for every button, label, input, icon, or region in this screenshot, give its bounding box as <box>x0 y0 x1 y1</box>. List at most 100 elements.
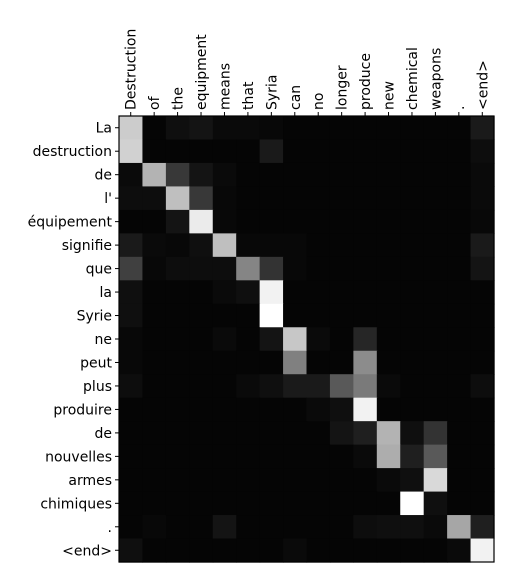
heatmap-cell-r5-c3 <box>189 233 214 258</box>
heatmap-cell-r3-c5 <box>236 186 261 211</box>
heatmap-cell-r16-c0 <box>119 491 144 516</box>
heatmap-cell-r11-c13 <box>423 374 448 399</box>
heatmap-cell-r5-c5 <box>236 233 261 258</box>
heatmap-cell-r3-c10 <box>353 186 378 211</box>
heatmap-cell-r7-c5 <box>236 280 261 305</box>
heatmap-cell-r2-c12 <box>400 162 425 188</box>
heatmap-cell-r17-c2 <box>165 515 190 540</box>
heatmap-cell-r6-c3 <box>189 256 214 281</box>
heatmap-cell-r1-c5 <box>236 139 261 164</box>
heatmap-cell-r6-c12 <box>400 256 425 281</box>
heatmap-cell-r13-c6 <box>259 421 284 446</box>
heatmap-cell-r4-c1 <box>142 209 167 234</box>
heatmap-cell-r4-c12 <box>400 209 425 234</box>
heatmap-cell-r3-c7 <box>283 186 308 211</box>
heatmap-cell-r2-c11 <box>376 162 401 188</box>
heatmap-cell-r18-c8 <box>306 538 331 563</box>
heatmap-cell-r3-c3 <box>189 186 214 211</box>
heatmap-cell-r13-c11 <box>376 421 401 446</box>
heatmap-cell-r8-c0 <box>119 303 144 328</box>
heatmap-cell-r12-c1 <box>142 397 167 422</box>
y-tick-label-équipement: équipement <box>28 215 113 231</box>
heatmap-cell-r15-c6 <box>259 468 284 493</box>
y-tick-label-armes: armes <box>68 473 112 489</box>
heatmap-cell-r5-c9 <box>329 233 354 258</box>
heatmap-cell-r1-c8 <box>306 139 331 164</box>
heatmap-cell-r2-c14 <box>447 162 472 188</box>
heatmap-cell-r18-c6 <box>259 538 284 563</box>
heatmap-cell-r6-c6 <box>259 256 284 281</box>
heatmap-cell-r13-c12 <box>400 421 425 446</box>
heatmap-cell-r7-c9 <box>329 280 354 305</box>
heatmap-cell-r18-c9 <box>329 538 354 563</box>
y-tick-label-ne: ne <box>95 332 113 348</box>
heatmap-cell-r8-c4 <box>212 303 237 328</box>
heatmap-cell-r0-c3 <box>189 116 214 141</box>
heatmap-cell-r4-c8 <box>306 209 331 234</box>
heatmap-cell-r2-c10 <box>353 162 378 188</box>
heatmap-cell-r6-c14 <box>447 256 472 281</box>
heatmap-cell-r3-c15 <box>470 186 495 211</box>
heatmap-cell-r7-c0 <box>119 280 144 305</box>
heatmap-cell-r0-c14 <box>447 116 472 141</box>
heatmap-cell-r15-c8 <box>306 468 331 493</box>
x-tick-label-that: that <box>241 81 257 110</box>
heatmap-cell-r13-c8 <box>306 421 331 446</box>
heatmap-cell-r11-c3 <box>189 374 214 399</box>
heatmap-cell-r18-c5 <box>236 538 261 563</box>
heatmap-cell-r2-c15 <box>470 162 495 188</box>
heatmap-cell-r18-c14 <box>447 538 472 563</box>
heatmap-cell-r14-c8 <box>306 444 331 469</box>
heatmap-cell-r7-c11 <box>376 280 401 305</box>
heatmap-cell-r10-c2 <box>165 350 190 375</box>
heatmap-cell-r17-c10 <box>353 515 378 540</box>
heatmap-cell-r14-c3 <box>189 444 214 469</box>
heatmap-cell-r5-c0 <box>119 233 144 258</box>
heatmap-cell-r0-c8 <box>306 116 331 141</box>
heatmap-cell-r8-c3 <box>189 303 214 328</box>
heatmap-cell-r10-c11 <box>376 350 401 375</box>
heatmap-cell-r16-c3 <box>189 491 214 516</box>
y-tick-label-la: la <box>100 285 112 301</box>
heatmap-cell-r16-c4 <box>212 491 237 516</box>
heatmap-cell-r10-c15 <box>470 350 495 375</box>
heatmap-cell-r4-c14 <box>447 209 472 234</box>
heatmap-cell-r5-c11 <box>376 233 401 258</box>
heatmap-cell-r7-c6 <box>259 280 284 305</box>
heatmap-cell-r18-c7 <box>283 538 308 563</box>
heatmap-cell-r10-c1 <box>142 350 167 375</box>
heatmap-cell-r1-c11 <box>376 139 401 164</box>
heatmap-cell-r5-c1 <box>142 233 167 258</box>
heatmap-cell-r6-c8 <box>306 256 331 281</box>
heatmap-cell-r16-c14 <box>447 491 472 516</box>
heatmap-cell-r11-c7 <box>283 374 308 399</box>
heatmap-cell-r12-c4 <box>212 397 237 422</box>
heatmap-cell-r6-c1 <box>142 256 167 281</box>
heatmap-cell-r14-c0 <box>119 444 144 469</box>
heatmap-cell-r14-c15 <box>470 444 495 469</box>
heatmap-cell-r7-c4 <box>212 280 237 305</box>
heatmap-cell-r6-c2 <box>165 256 190 281</box>
heatmap-cell-r4-c3 <box>189 209 214 234</box>
y-tick-label-syrie: Syrie <box>77 309 112 325</box>
heatmap-cell-r0-c7 <box>283 116 308 141</box>
heatmap-cell-r0-c15 <box>470 116 495 141</box>
heatmap-cell-r2-c9 <box>329 162 354 188</box>
heatmap-cell-r14-c10 <box>353 444 378 469</box>
heatmap-cell-r8-c15 <box>470 303 495 328</box>
heatmap-cell-r3-c8 <box>306 186 331 211</box>
heatmap-cell-r16-c13 <box>423 491 448 516</box>
heatmap-cell-r2-c6 <box>259 162 284 188</box>
heatmap-cell-r6-c9 <box>329 256 354 281</box>
heatmap-cell-r15-c7 <box>283 468 308 493</box>
heatmap-cell-r8-c5 <box>236 303 261 328</box>
heatmap-cell-r15-c2 <box>165 468 190 493</box>
heatmap-cell-r14-c1 <box>142 444 167 469</box>
heatmap-cell-r5-c7 <box>283 233 308 258</box>
heatmap-cell-r17-c6 <box>259 515 284 540</box>
heatmap-cell-r16-c1 <box>142 491 167 516</box>
heatmap-cell-r12-c14 <box>447 397 472 422</box>
heatmap-cell-r11-c14 <box>447 374 472 399</box>
heatmap-cell-r0-c12 <box>400 116 425 141</box>
x-axis-ticks: Destruction of the equipment means that Syria c… <box>124 29 491 116</box>
